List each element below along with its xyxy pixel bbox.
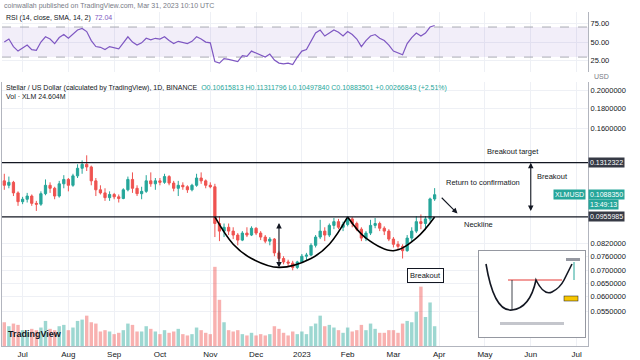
svg-text:Nov: Nov [203,350,217,359]
svg-text:May: May [477,350,492,359]
svg-text:75.00: 75.00 [591,19,610,28]
svg-text:50.00: 50.00 [591,38,610,47]
svg-text:XLMUSD: XLMUSD [555,191,584,198]
svg-text:Breakout: Breakout [410,271,441,280]
svg-text:Dec: Dec [249,350,263,359]
svg-text:13:49:13: 13:49:13 [590,201,617,208]
svg-text:USD: USD [594,73,609,80]
svg-text:2023: 2023 [293,350,311,359]
svg-text:0.1800000: 0.1800000 [591,104,626,113]
svg-text:Breakout target: Breakout target [487,147,539,156]
svg-text:Feb: Feb [341,350,355,359]
svg-text:0.0700000: 0.0700000 [591,266,626,275]
svg-text:0.2000000: 0.2000000 [591,86,626,95]
svg-text:Neckline: Neckline [464,220,493,229]
svg-text:Jul: Jul [17,350,27,359]
svg-text:0.1312322: 0.1312322 [590,159,623,166]
svg-text:Stellar / US Dollar (calculate: Stellar / US Dollar (calculated by Tradi… [6,84,447,100]
svg-text:0.0820000: 0.0820000 [591,239,626,248]
svg-text:0.0600000: 0.0600000 [591,292,626,301]
svg-text:Breakout: Breakout [537,172,568,181]
svg-text:25.00: 25.00 [591,56,610,65]
svg-text:RSI (14, close, SMA, 14, 2) 7: RSI (14, close, SMA, 14, 2) 72.04 [6,14,112,22]
svg-text:0.0955985: 0.0955985 [590,213,623,220]
svg-text:Mar: Mar [387,350,401,359]
svg-text:Aug: Aug [61,350,75,359]
svg-text:Sep: Sep [107,350,122,359]
svg-text:0.0760000: 0.0760000 [591,252,626,261]
svg-text:Jun: Jun [524,350,537,359]
svg-text:coinwallah published on Tradin: coinwallah published on TradingView.com,… [4,2,214,10]
svg-text:Return to confirmation: Return to confirmation [446,178,520,187]
svg-text:0.0550000: 0.0550000 [591,307,626,316]
svg-text:Apr: Apr [433,350,446,359]
svg-text:Jul: Jul [571,350,581,359]
svg-text:TradingView: TradingView [8,329,62,339]
svg-text:0.0650000: 0.0650000 [591,279,626,288]
svg-text:0.1600000: 0.1600000 [591,124,626,133]
svg-text:Oct: Oct [154,350,167,359]
svg-text:0.1088350: 0.1088350 [590,191,623,198]
